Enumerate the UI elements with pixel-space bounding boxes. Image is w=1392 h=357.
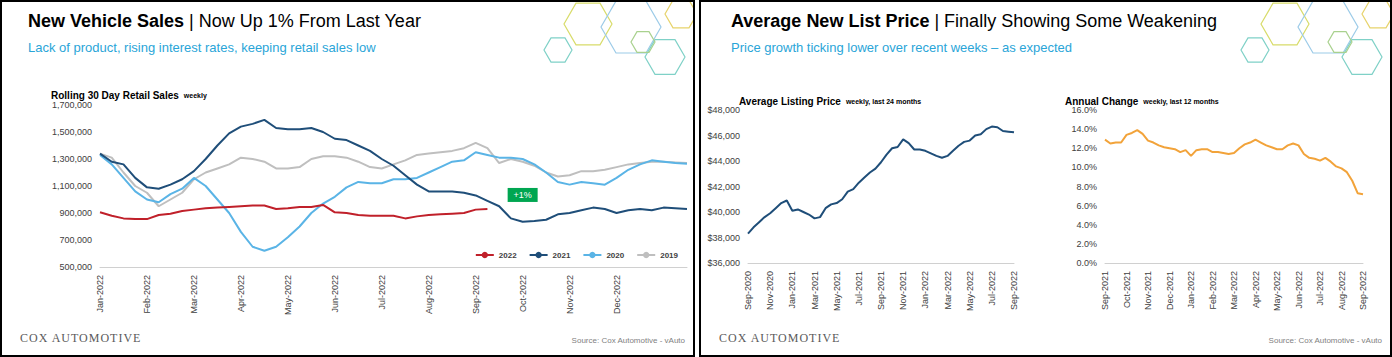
svg-text:Mar-2021: Mar-2021	[810, 271, 820, 310]
svg-text:Rolling 30 Day Retail Sales: Rolling 30 Day Retail Sales	[51, 90, 179, 101]
svg-text:$48,000: $48,000	[707, 105, 740, 115]
svg-text:900,000: 900,000	[59, 208, 92, 218]
svg-text:May-2022: May-2022	[283, 275, 293, 315]
svg-text:Oct-2022: Oct-2022	[518, 275, 528, 312]
svg-text:$36,000: $36,000	[707, 258, 740, 268]
svg-text:$44,000: $44,000	[707, 156, 740, 166]
html-text:COX AUTOMOTIVE: COX AUTOMOTIVE	[719, 331, 841, 345]
svg-text:14.0%: 14.0%	[1071, 124, 1097, 134]
svg-text:Nov-2021: Nov-2021	[1143, 271, 1153, 310]
svg-text:2.0%: 2.0%	[1076, 239, 1097, 249]
svg-text:Apr-2022: Apr-2022	[1251, 271, 1261, 308]
svg-text:Jun-2022: Jun-2022	[330, 275, 340, 313]
svg-text:700,000: 700,000	[59, 235, 92, 245]
html-text:Source: Cox Automotive - vAuto: Source: Cox Automotive - vAuto	[1268, 336, 1382, 345]
html-text:Lack of product, rising intere: Lack of product, rising interest rates, …	[28, 40, 376, 55]
svg-text:Sep-2022: Sep-2022	[1358, 271, 1368, 310]
svg-text:Sep-2022: Sep-2022	[471, 275, 481, 314]
svg-text:500,000: 500,000	[59, 262, 92, 272]
svg-text:Jun-2022: Jun-2022	[1294, 271, 1304, 309]
html-text:Price growth ticking lower ove: Price growth ticking lower over recent w…	[731, 40, 1072, 55]
svg-text:weekly, last 12 months: weekly, last 12 months	[1142, 98, 1218, 106]
svg-text:Annual Change: Annual Change	[1065, 96, 1139, 107]
svg-text:$40,000: $40,000	[707, 207, 740, 217]
svg-text:6.0%: 6.0%	[1076, 201, 1097, 211]
svg-text:May-2021: May-2021	[832, 271, 842, 311]
svg-text:1,300,000: 1,300,000	[52, 154, 92, 164]
html-text:COX AUTOMOTIVE: COX AUTOMOTIVE	[20, 331, 142, 345]
svg-text:Jan-2022: Jan-2022	[95, 275, 105, 313]
svg-text:+1%: +1%	[514, 190, 532, 200]
svg-text:8.0%: 8.0%	[1076, 182, 1097, 192]
svg-text:Jul-2022: Jul-2022	[377, 275, 387, 310]
svg-text:Mar-2022: Mar-2022	[1229, 271, 1239, 310]
svg-text:Jul-2022: Jul-2022	[987, 271, 997, 306]
svg-text:Jan-2022: Jan-2022	[1186, 271, 1196, 309]
html-text:New Vehicle Sales | Now Up 1%: New Vehicle Sales | Now Up 1% From Last …	[28, 11, 421, 31]
svg-text:Jan-2021: Jan-2021	[787, 271, 797, 309]
svg-text:2022: 2022	[499, 251, 517, 260]
svg-text:May-2022: May-2022	[1272, 271, 1282, 311]
svg-text:Jan-2022: Jan-2022	[920, 271, 930, 309]
svg-text:Average Listing Price: Average Listing Price	[739, 96, 841, 107]
svg-text:16.0%: 16.0%	[1071, 105, 1097, 115]
html-text:Average New List Price | Final: Average New List Price | Finally Showing…	[731, 11, 1217, 31]
svg-text:Sep-2022: Sep-2022	[1009, 271, 1019, 310]
svg-text:1,700,000: 1,700,000	[52, 100, 92, 110]
svg-text:0.0%: 0.0%	[1076, 258, 1097, 268]
svg-text:Feb-2022: Feb-2022	[1208, 271, 1218, 310]
svg-text:2020: 2020	[606, 251, 624, 260]
svg-text:Apr-2022: Apr-2022	[236, 275, 246, 312]
svg-text:Mar-2022: Mar-2022	[943, 271, 953, 310]
svg-text:Dec-2022: Dec-2022	[612, 275, 622, 314]
svg-text:Sep-2021: Sep-2021	[1100, 271, 1110, 310]
svg-text:Feb-2022: Feb-2022	[142, 275, 152, 314]
svg-text:May-2022: May-2022	[965, 271, 975, 311]
svg-text:Nov-2020: Nov-2020	[765, 271, 775, 310]
svg-text:4.0%: 4.0%	[1076, 220, 1097, 230]
svg-text:weekly, last 24 months: weekly, last 24 months	[845, 98, 921, 106]
svg-text:Sep-2020: Sep-2020	[743, 271, 753, 310]
svg-text:$46,000: $46,000	[707, 131, 740, 141]
svg-text:1,100,000: 1,100,000	[52, 181, 92, 191]
svg-text:weekly: weekly	[183, 92, 207, 100]
svg-text:$42,000: $42,000	[707, 182, 740, 192]
svg-text:10.0%: 10.0%	[1071, 162, 1097, 172]
svg-text:Nov-2022: Nov-2022	[565, 275, 575, 314]
svg-text:1,500,000: 1,500,000	[52, 127, 92, 137]
svg-text:2021: 2021	[553, 251, 571, 260]
svg-text:Sep-2021: Sep-2021	[876, 271, 886, 310]
svg-text:Oct-2021: Oct-2021	[1122, 271, 1132, 308]
svg-text:Nov-2021: Nov-2021	[898, 271, 908, 310]
svg-text:Dec-2021: Dec-2021	[1165, 271, 1175, 310]
svg-text:Jul-2021: Jul-2021	[854, 271, 864, 306]
svg-text:Jul-2022: Jul-2022	[1315, 271, 1325, 306]
svg-text:Aug-2022: Aug-2022	[1337, 271, 1347, 310]
svg-text:2019: 2019	[660, 251, 678, 260]
svg-text:Aug-2022: Aug-2022	[424, 275, 434, 314]
svg-text:Mar-2022: Mar-2022	[189, 275, 199, 314]
svg-text:$38,000: $38,000	[707, 233, 740, 243]
html-text:Source: Cox Automotive - vAuto: Source: Cox Automotive - vAuto	[571, 336, 685, 345]
svg-text:12.0%: 12.0%	[1071, 143, 1097, 153]
